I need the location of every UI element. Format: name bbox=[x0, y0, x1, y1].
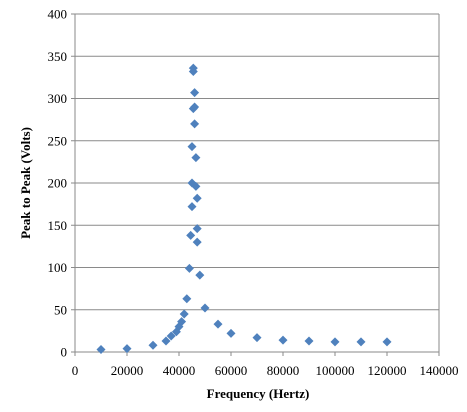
data-point bbox=[122, 344, 132, 354]
y-tick-label: 300 bbox=[48, 91, 68, 106]
x-tick-label: 120000 bbox=[368, 363, 407, 378]
data-point bbox=[184, 263, 194, 273]
x-tick-label: 20000 bbox=[111, 363, 144, 378]
x-tick-label: 80000 bbox=[267, 363, 300, 378]
data-point bbox=[356, 337, 366, 347]
data-point bbox=[195, 270, 205, 280]
data-point bbox=[190, 119, 200, 129]
data-point bbox=[177, 317, 187, 327]
data-point bbox=[191, 153, 201, 163]
x-tick-labels: 0 20000 40000 60000 80000 100000 120000 140000 bbox=[72, 363, 459, 378]
data-point bbox=[179, 309, 189, 319]
data-points bbox=[96, 63, 392, 354]
gridlines bbox=[75, 13, 439, 311]
y-axis-title: Peak to Peak (Volts) bbox=[18, 127, 33, 239]
y-tick-label: 150 bbox=[48, 218, 68, 233]
data-point bbox=[192, 193, 202, 203]
y-tick-label: 0 bbox=[61, 345, 68, 360]
y-tick-label: 50 bbox=[54, 302, 67, 317]
data-point bbox=[382, 337, 392, 347]
x-tick-label: 40000 bbox=[163, 363, 196, 378]
data-point bbox=[192, 224, 202, 234]
data-point bbox=[213, 319, 223, 329]
x-tick-label: 0 bbox=[72, 363, 79, 378]
data-point bbox=[304, 336, 314, 346]
y-tick-label: 400 bbox=[48, 7, 68, 22]
y-tick-labels: 0 50 100 150 200 250 300 350 400 bbox=[48, 7, 68, 360]
data-point bbox=[187, 142, 197, 152]
data-point bbox=[96, 344, 106, 354]
data-point bbox=[330, 337, 340, 347]
data-point bbox=[182, 294, 192, 304]
data-point bbox=[252, 333, 262, 343]
y-tick-label: 200 bbox=[48, 176, 68, 191]
data-point bbox=[226, 328, 236, 338]
data-point bbox=[192, 237, 202, 247]
data-point bbox=[190, 102, 200, 112]
data-point bbox=[186, 230, 196, 240]
data-point bbox=[188, 66, 198, 76]
x-axis-title: Frequency (Hertz) bbox=[207, 386, 310, 401]
data-point bbox=[200, 303, 210, 313]
y-tick-label: 250 bbox=[48, 133, 68, 148]
x-tick-label: 100000 bbox=[316, 363, 355, 378]
data-point bbox=[278, 335, 288, 345]
axes bbox=[71, 13, 440, 356]
data-point bbox=[187, 202, 197, 212]
y-tick-label: 350 bbox=[48, 49, 68, 64]
data-point bbox=[166, 331, 176, 341]
data-point bbox=[191, 181, 201, 191]
data-point bbox=[161, 336, 171, 346]
data-point bbox=[148, 340, 158, 350]
y-tick-label: 100 bbox=[48, 260, 68, 275]
x-tick-label: 60000 bbox=[215, 363, 248, 378]
data-point bbox=[190, 88, 200, 98]
x-tick-label: 140000 bbox=[420, 363, 459, 378]
